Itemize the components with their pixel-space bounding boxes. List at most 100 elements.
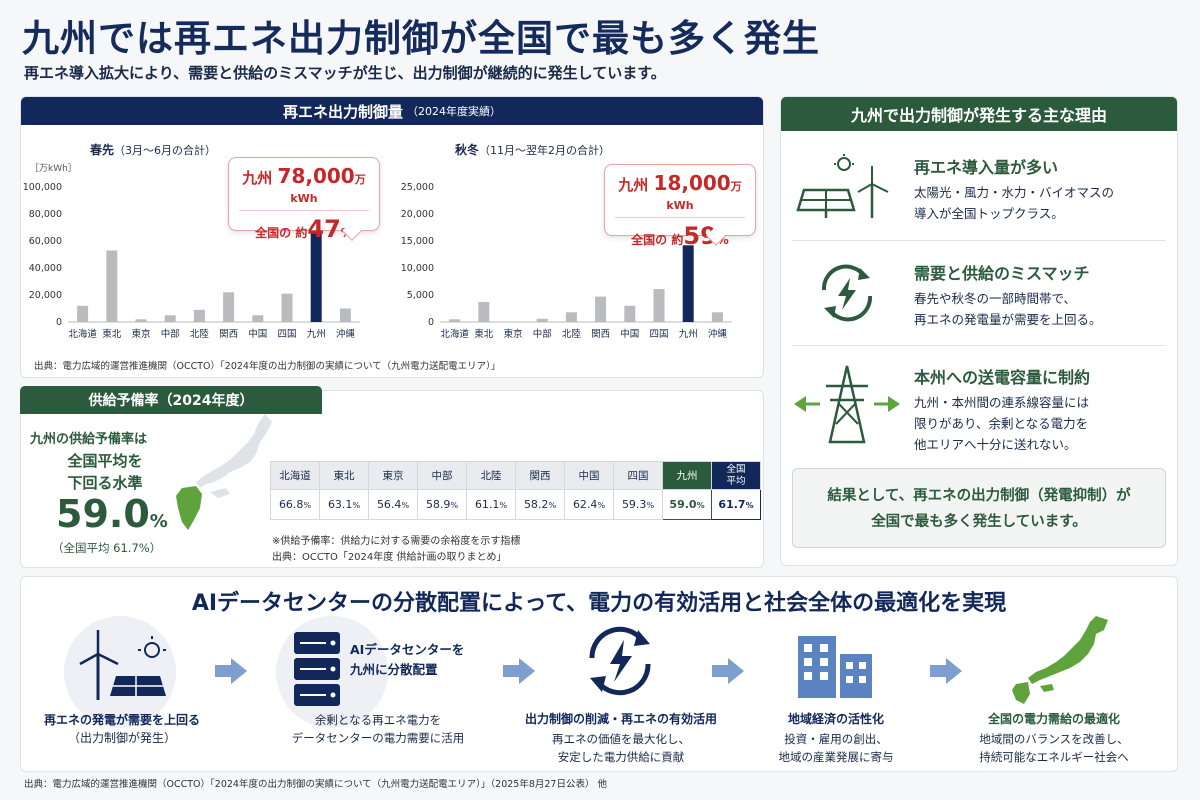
reserve-lead: 九州の供給予備率は — [30, 432, 148, 447]
step-desc-line: 持続可能なエネルギー社会へ — [979, 750, 1129, 764]
curtailment-source: 出典：電力広域的運営推進機関（OCCTO）「2024年度の出力制御の実績について… — [34, 361, 501, 372]
reserve-cell-pct: % — [352, 501, 361, 510]
solar-wind-icon — [796, 154, 889, 218]
spring-bar-1 — [106, 250, 118, 322]
spring-bar-9 — [339, 308, 351, 322]
reserve-note: ※供給予備率：供給力に対する需要の余裕度を示す指標 — [272, 536, 521, 547]
reserve-cell-pct: % — [548, 501, 557, 510]
winter-bar-6 — [624, 305, 636, 322]
reserve-value: 59.0 — [56, 492, 150, 536]
spring-bar-5 — [223, 292, 235, 322]
arrow-right-icon — [215, 658, 247, 684]
winter-bar-0 — [449, 319, 461, 322]
reserve-cell-pct: % — [696, 501, 705, 510]
reason-item-mismatch: 需要と供給のミスマッチ 春先や秋冬の一部時間帯で、 再エネの発電量が需要を上回る… — [792, 260, 1166, 340]
arrow-right-icon — [930, 658, 962, 684]
spring-x-label: 中国 — [248, 328, 267, 340]
winter-y-tick: 10,000 — [401, 263, 434, 274]
step-optimization-desc: 地域間のバランスを改善し、 持続可能なエネルギー社会へ — [954, 730, 1154, 766]
spring-callout-area: 九州 — [242, 169, 273, 187]
reserve-heading: 供給予備率（2024年度） — [20, 386, 322, 414]
reserve-value-cell: 56.4% — [368, 489, 418, 520]
solution-title: AIデータセンターの分散配置によって、電力の有効活用と社会全体の最適化を実現 — [191, 591, 1007, 616]
winter-callout-value: 18,000 — [653, 171, 731, 195]
solution-panel — [20, 576, 1178, 772]
reason-item-transmission: 本州への送電容量に制約 九州・本州間の連系線容量には 限りがあり、余剰となる電力… — [792, 364, 1166, 454]
winter-bar-4 — [565, 312, 577, 322]
spring-y-tick: 80,000 — [29, 209, 62, 220]
page-title: 九州では再エネ出力制御が全国で最も多く発生 — [22, 17, 820, 60]
spring-x-label: 九州 — [307, 328, 326, 340]
reason-title: 再エネ導入量が多い — [914, 158, 1059, 177]
conclusion-line: 結果として、再エネの出力制御（発電抑制）が — [827, 488, 1131, 504]
winter-x-label: 関西 — [591, 329, 610, 340]
national-header-line1: 全国 — [726, 463, 746, 475]
reason-divider — [792, 240, 1166, 241]
spring-bar-2 — [135, 319, 147, 322]
reason-desc: 九州・本州間の連系線容量には 限りがあり、余剰となる電力を 他エリアへ十分に送れ… — [914, 392, 1089, 455]
spring-y-tick: 0 — [56, 317, 62, 328]
winter-chart-title: 秋冬（11月〜翌年2月の合計） — [455, 141, 610, 158]
spring-title: 春先 — [90, 143, 115, 157]
renew-cycle-icon — [589, 626, 651, 696]
winter-x-label: 北海道 — [440, 328, 469, 340]
reserve-value-national: 61.7% — [711, 489, 761, 520]
winter-bar-9 — [711, 312, 723, 322]
step-heading-line: AIデータセンターを — [350, 642, 465, 657]
winter-y-tick: 15,000 — [401, 236, 434, 247]
reserve-average: （全国平均 61.7%） — [52, 541, 162, 555]
reason-desc: 太陽光・風力・水力・バイオマスの 導入が全国トップクラス。 — [914, 182, 1114, 224]
reason-desc-line: 太陽光・風力・水力・バイオマスの — [914, 185, 1115, 200]
winter-x-label: 九州 — [679, 328, 698, 340]
japan-map-icon — [1012, 616, 1108, 704]
transmission-tower-icon — [794, 365, 900, 444]
reserve-header-cell: 中国 — [564, 461, 614, 490]
national-header-line2: 平均 — [726, 475, 746, 487]
winter-y-tick: 5,000 — [407, 290, 434, 301]
spring-x-label: 北陸 — [190, 328, 210, 340]
winter-x-label: 四国 — [649, 329, 668, 340]
winter-bar-1 — [478, 302, 490, 322]
winter-bar-7 — [653, 289, 665, 322]
reserve-kyushu-value: 59.0 — [669, 498, 697, 511]
reserve-cell-value: 58.2 — [523, 498, 549, 511]
reserve-lead-text: 全国平均を 下回る水準 — [30, 450, 180, 494]
reserve-header-cell: 関西 — [515, 461, 565, 490]
spring-bar-8 — [310, 232, 322, 322]
spring-x-label: 東京 — [131, 328, 150, 340]
reserve-table-header: 北海道 東北 東京 中部 北陸 関西 中国 四国 九州 全国 平均 — [270, 461, 761, 490]
server-icon — [294, 632, 340, 706]
reason-desc: 春先や秋冬の一部時間帯で、 再エネの発電量が需要を上回る。 — [914, 288, 1102, 330]
reserve-value-cell: 63.1% — [319, 489, 369, 520]
step-datacenter-desc: 余剰となる再エネ電力を データセンターの電力需要に活用 — [268, 711, 488, 747]
reason-title: 需要と供給のミスマッチ — [914, 264, 1090, 283]
conclusion-line: 全国で最も多く発生しています。 — [871, 514, 1087, 530]
reserve-value-unit: % — [149, 511, 168, 532]
curtailment-heading-note: （2024年度実績） — [407, 105, 501, 118]
spring-bar-7 — [281, 293, 293, 322]
step-label-line: （出力制御が発生） — [67, 731, 176, 745]
spring-callout-unit: 万kWh — [290, 173, 366, 205]
reasons-heading: 九州で出力制御が発生する主な理由 — [781, 97, 1177, 131]
step-renewables-label: 再エネの発電が需要を上回る （出力制御が発生） — [30, 711, 214, 747]
step-optimization-label: 全国の電力需給の最適化 — [987, 712, 1120, 726]
reserve-header-cell: 中部 — [417, 461, 467, 490]
reserve-value-cell: 59.3% — [613, 489, 663, 520]
spring-x-label: 中部 — [161, 328, 180, 340]
winter-x-label: 東北 — [474, 328, 494, 340]
spring-y-tick: 20,000 — [29, 290, 62, 301]
winter-title-note: （11月〜翌年2月の合計） — [479, 144, 611, 157]
step-desc-line: 再エネの価値を最大化し、 — [552, 732, 690, 746]
spring-callout-prefix: 全国の — [255, 226, 292, 240]
shikoku-shape — [210, 488, 230, 498]
spring-bar-chart: 020,00040,00060,00080,000100,000北海道 東北 東京中… — [23, 182, 360, 340]
reason-title: 本州への送電容量に制約 — [914, 368, 1091, 387]
reason-divider — [792, 345, 1166, 346]
curtailment-heading: 再エネ出力制御量 （2024年度実績） — [21, 97, 763, 125]
winter-x-label: 東京 — [503, 328, 522, 340]
reason-item-renewables: 再エネ導入量が多い 太陽光・風力・水力・バイオマスの 導入が全国トップクラス。 — [792, 154, 1166, 234]
spring-bar-3 — [164, 315, 176, 322]
winter-x-label: 中部 — [533, 328, 552, 340]
spring-callout-about: 約 — [295, 226, 308, 240]
winter-y-tick: 0 — [428, 317, 434, 328]
